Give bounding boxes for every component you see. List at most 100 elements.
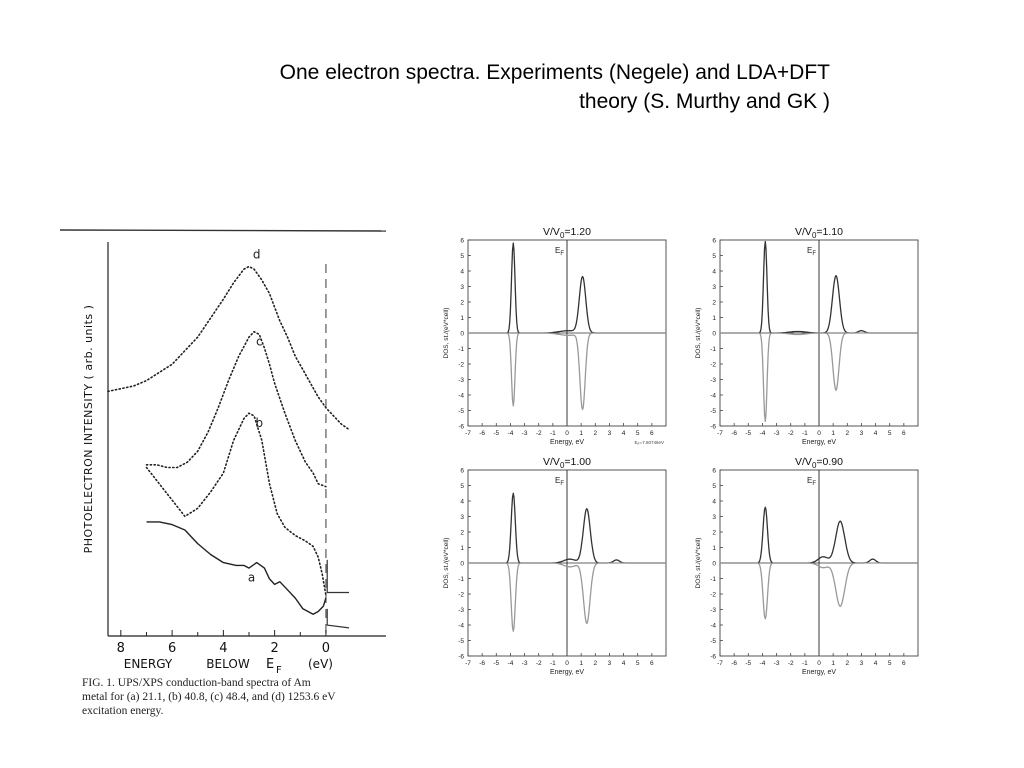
y-axis-label: DOS, st./(eV*cell) [443,308,450,359]
curve-label-c: c [256,334,263,348]
x-tick-label-4: -3 [774,660,780,667]
x-tick-label-1: 6 [168,641,176,656]
y-tick-label-5: 1 [460,315,464,322]
y-tick-label-6: 0 [460,560,464,567]
y-tick-label-8: -2 [458,361,464,368]
panel-title-main: V/V [795,456,812,468]
x-tick-label-2: -5 [493,430,499,437]
y-tick-label-0: 6 [460,467,464,474]
y-axis-label: DOS, st./(eV*cell) [443,538,450,589]
panel-title-value: =1.20 [564,226,591,238]
x-tick-label-0: -7 [717,430,723,437]
top-rule [59,229,387,232]
x-tick-label-4: -3 [522,660,528,667]
x-tick-label-12: 5 [888,430,892,437]
y-tick-label-7: -1 [458,576,464,583]
x-tick-label-6: -1 [802,430,808,437]
x-axis-label: Energy, eV [802,439,836,446]
y-tick-label-2: 4 [712,268,716,275]
y-tick-label-0: 6 [712,467,716,474]
panel-title-value: =0.90 [816,456,843,468]
y-tick-label-9: -3 [710,607,716,614]
y-axis-label: DOS, st./(eV*cell) [695,538,702,589]
x-tick-label-10: 3 [860,430,864,437]
x-tick-label-3: -4 [508,660,514,667]
y-tick-label-5: 1 [712,315,716,322]
y-tick-label-2: 4 [460,268,464,275]
caption-line-1: FIG. 1. UPS/XPS conduction-band spectra … [82,677,311,689]
panel-title-sub: 0 [560,231,565,240]
y-tick-label-10: -4 [458,622,464,629]
panel-title-value: =1.00 [564,456,591,468]
x-axis-label: Energy, eV [550,439,584,446]
x-tick-label-8: 1 [579,430,583,437]
caption-line-2: metal for (a) 21.1, (b) 40.8, (c) 48.4, … [82,691,336,703]
fermi-label-sub: F [560,251,564,257]
x-tick-label-3: -4 [760,430,766,437]
panel-title-value: =1.10 [816,226,843,238]
fermi-label: EF [555,246,564,257]
note-sub: F [637,442,639,446]
panel-title-sub: 0 [812,461,817,470]
y-tick-label-11: -5 [710,638,716,645]
y-tick-label-6: 0 [712,560,716,567]
y-tick-label-4: 2 [712,529,716,536]
x-tick-label-13: 6 [650,430,654,437]
x-tick-label-12: 5 [636,660,640,667]
panel-title: V/V0=1.00 [543,456,591,470]
x-tick-label-6: -1 [550,660,556,667]
fermi-label-sub: F [812,481,816,487]
fermi-label-e: E [807,246,812,255]
y-tick-label-11: -5 [458,408,464,415]
y-tick-label-1: 5 [460,483,464,490]
x-tick-label-11: 4 [622,660,626,667]
y-tick-label-2: 4 [712,498,716,505]
y-tick-label-5: 1 [712,545,716,552]
y-tick-label-0: 6 [460,237,464,244]
fermi-label-e: E [555,246,560,255]
x-tick-label-7: 0 [565,430,569,437]
note-value: =7.60746eV [640,440,664,445]
panel-title-main: V/V [795,226,812,238]
x-tick-label-10: 3 [860,660,864,667]
x-tick-label-7: 0 [817,660,821,667]
y-tick-label-6: 0 [460,330,464,337]
fermi-label-sub: F [560,481,564,487]
y-tick-label-9: -3 [458,607,464,614]
x-tick-label-2: -5 [745,660,751,667]
x-tick-label-2: -5 [493,660,499,667]
spectrum-curve-d [107,265,350,431]
x-tick-label-12: 5 [888,660,892,667]
x-tick-label-0: 8 [117,641,125,656]
edge-step-upper [326,559,349,594]
x-tick-label-7: 0 [817,430,821,437]
y-tick-label-8: -2 [710,361,716,368]
panel-title: V/V0=1.10 [795,226,843,240]
spectrum-curve-c [145,330,327,488]
experimental-spectra-chart: 8 6 4 2 0 PHOTOELECTRON INTENSITY ( arb. unit… [59,229,387,676]
x-tick-label-6: -1 [550,430,556,437]
x-tick-label-2: -5 [745,430,751,437]
x-tick-label-12: 5 [636,430,640,437]
y-tick-label-1: 5 [712,483,716,490]
y-axis-label: PHOTOELECTRON INTENSITY ( arb. units ) [82,305,95,554]
x-tick-label-9: 2 [845,430,849,437]
slide-title-line-2: theory (S. Murthy and GK ) [579,90,830,113]
y-tick-label-3: 3 [460,514,464,521]
y-axis-label: DOS, st./(eV*cell) [695,308,702,359]
x-tick-label-9: 2 [593,430,597,437]
y-tick-label-8: -2 [458,591,464,598]
x-tick-label-13: 6 [902,660,906,667]
y-tick-label-10: -4 [458,392,464,399]
y-tick-label-2: 4 [460,498,464,505]
spectrum-curve-b [145,412,327,597]
x-tick-label-13: 6 [902,430,906,437]
x-tick-label-10: 3 [608,660,612,667]
y-tick-label-3: 3 [712,514,716,521]
dos-spin-down-curve [720,332,918,423]
y-tick-label-12: -6 [458,653,464,660]
x-tick-label-5: -2 [536,660,542,667]
dos-spin-down-curve [720,562,918,620]
y-tick-label-9: -3 [458,377,464,384]
